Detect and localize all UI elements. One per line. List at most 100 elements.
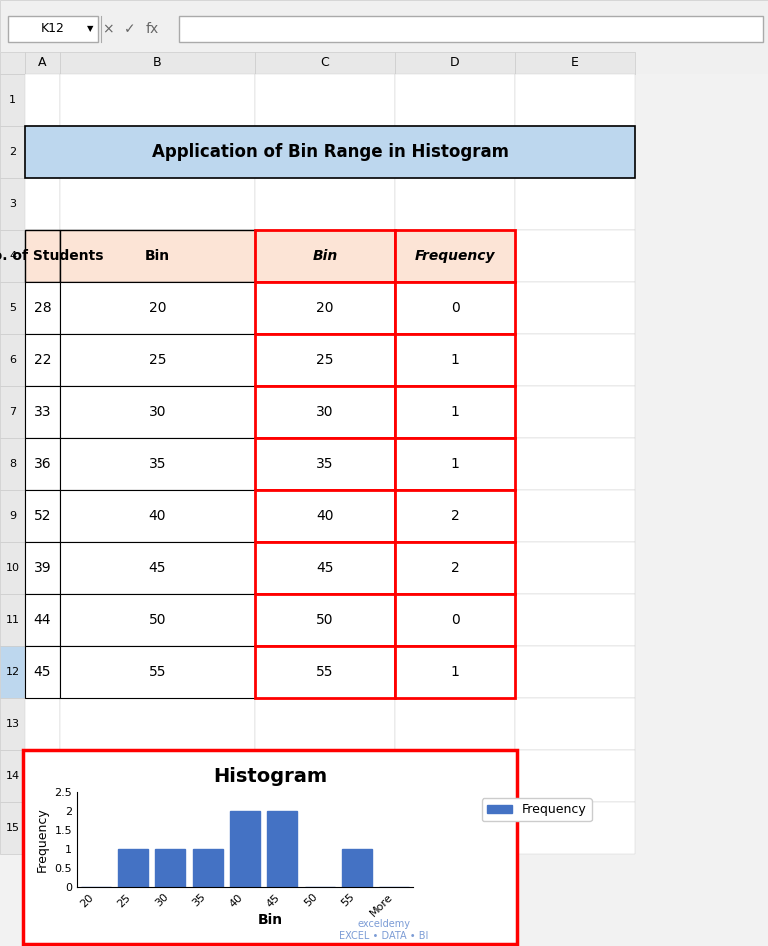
Bar [395, 334, 515, 386]
Bar [395, 282, 515, 334]
Bar [25, 386, 60, 438]
Text: E: E [571, 57, 579, 69]
Bar [60, 698, 255, 750]
Bar [60, 646, 255, 698]
Bar [60, 126, 255, 178]
Text: 50: 50 [316, 613, 334, 627]
Bar [25, 646, 60, 698]
Text: Bin: Bin [313, 249, 338, 263]
Bar [515, 282, 635, 334]
Text: ✓: ✓ [124, 22, 136, 36]
Bar [60, 542, 255, 594]
Text: 12: 12 [5, 667, 19, 677]
Bar [25, 52, 60, 74]
Text: 2: 2 [9, 147, 16, 157]
Text: B: B [153, 57, 162, 69]
Bar [515, 74, 635, 126]
Text: 40: 40 [149, 509, 166, 523]
Text: No. of Students: No. of Students [0, 249, 104, 263]
Text: 0: 0 [451, 613, 459, 627]
Text: 35: 35 [149, 457, 166, 471]
Bar [25, 802, 60, 854]
Bar [25, 542, 60, 594]
Bar [255, 594, 395, 646]
Bar [60, 282, 255, 334]
Bar [255, 386, 395, 438]
Bar [25, 438, 60, 490]
Bar [515, 594, 635, 646]
Text: A: A [38, 57, 47, 69]
Bar [0, 386, 25, 438]
Bar [25, 282, 60, 334]
Bar [255, 438, 395, 490]
Bar [0, 750, 25, 802]
Bar [60, 490, 255, 542]
Bar [395, 52, 515, 74]
Text: 2: 2 [451, 561, 459, 575]
Bar [0, 594, 25, 646]
Bar [0, 542, 25, 594]
Text: 30: 30 [316, 405, 334, 419]
Bar [395, 178, 515, 230]
Text: 55: 55 [316, 665, 334, 679]
Bar [395, 386, 515, 438]
Text: 52: 52 [34, 509, 51, 523]
Text: K12: K12 [41, 23, 65, 36]
Bar [255, 490, 395, 542]
Bar [60, 334, 255, 386]
Bar [395, 542, 515, 594]
Bar [255, 334, 395, 386]
Bar [193, 849, 223, 887]
Text: 7: 7 [9, 407, 16, 417]
Bar [25, 698, 60, 750]
Bar [25, 438, 60, 490]
Bar [342, 849, 372, 887]
Bar [60, 334, 255, 386]
Bar [395, 230, 515, 282]
Text: ×: × [102, 22, 114, 36]
Bar [60, 386, 255, 438]
Bar [60, 490, 255, 542]
Bar [255, 542, 395, 594]
Text: exceldemy
EXCEL • DATA • BI: exceldemy EXCEL • DATA • BI [339, 920, 429, 941]
Bar [395, 802, 515, 854]
Legend: Frequency: Frequency [482, 798, 591, 821]
Bar [60, 178, 255, 230]
Bar [395, 594, 515, 646]
Text: D: D [450, 57, 460, 69]
Bar [25, 646, 60, 698]
Bar [395, 646, 515, 698]
Bar [395, 594, 515, 646]
Bar [255, 334, 395, 386]
Bar [255, 542, 395, 594]
Bar [515, 126, 635, 178]
Bar [395, 438, 515, 490]
Bar [255, 178, 395, 230]
Text: 22: 22 [34, 353, 51, 367]
Bar [60, 594, 255, 646]
Bar [395, 386, 515, 438]
Bar [230, 811, 260, 887]
Text: 44: 44 [34, 613, 51, 627]
Bar [515, 386, 635, 438]
Text: 40: 40 [316, 509, 334, 523]
Text: 36: 36 [34, 457, 51, 471]
Y-axis label: Frequency: Frequency [36, 807, 49, 872]
Bar [395, 282, 515, 334]
Text: 15: 15 [5, 823, 19, 833]
Bar [255, 282, 395, 334]
Bar [515, 178, 635, 230]
Bar [25, 750, 60, 802]
Bar [255, 438, 395, 490]
Text: Frequency: Frequency [415, 249, 495, 263]
Bar [25, 126, 635, 178]
Bar [60, 594, 255, 646]
Text: 33: 33 [34, 405, 51, 419]
Bar [0, 74, 25, 126]
Bar [395, 646, 515, 698]
Bar [515, 646, 635, 698]
Bar [60, 438, 255, 490]
Bar [255, 594, 395, 646]
Bar [25, 230, 60, 282]
Text: 45: 45 [34, 665, 51, 679]
